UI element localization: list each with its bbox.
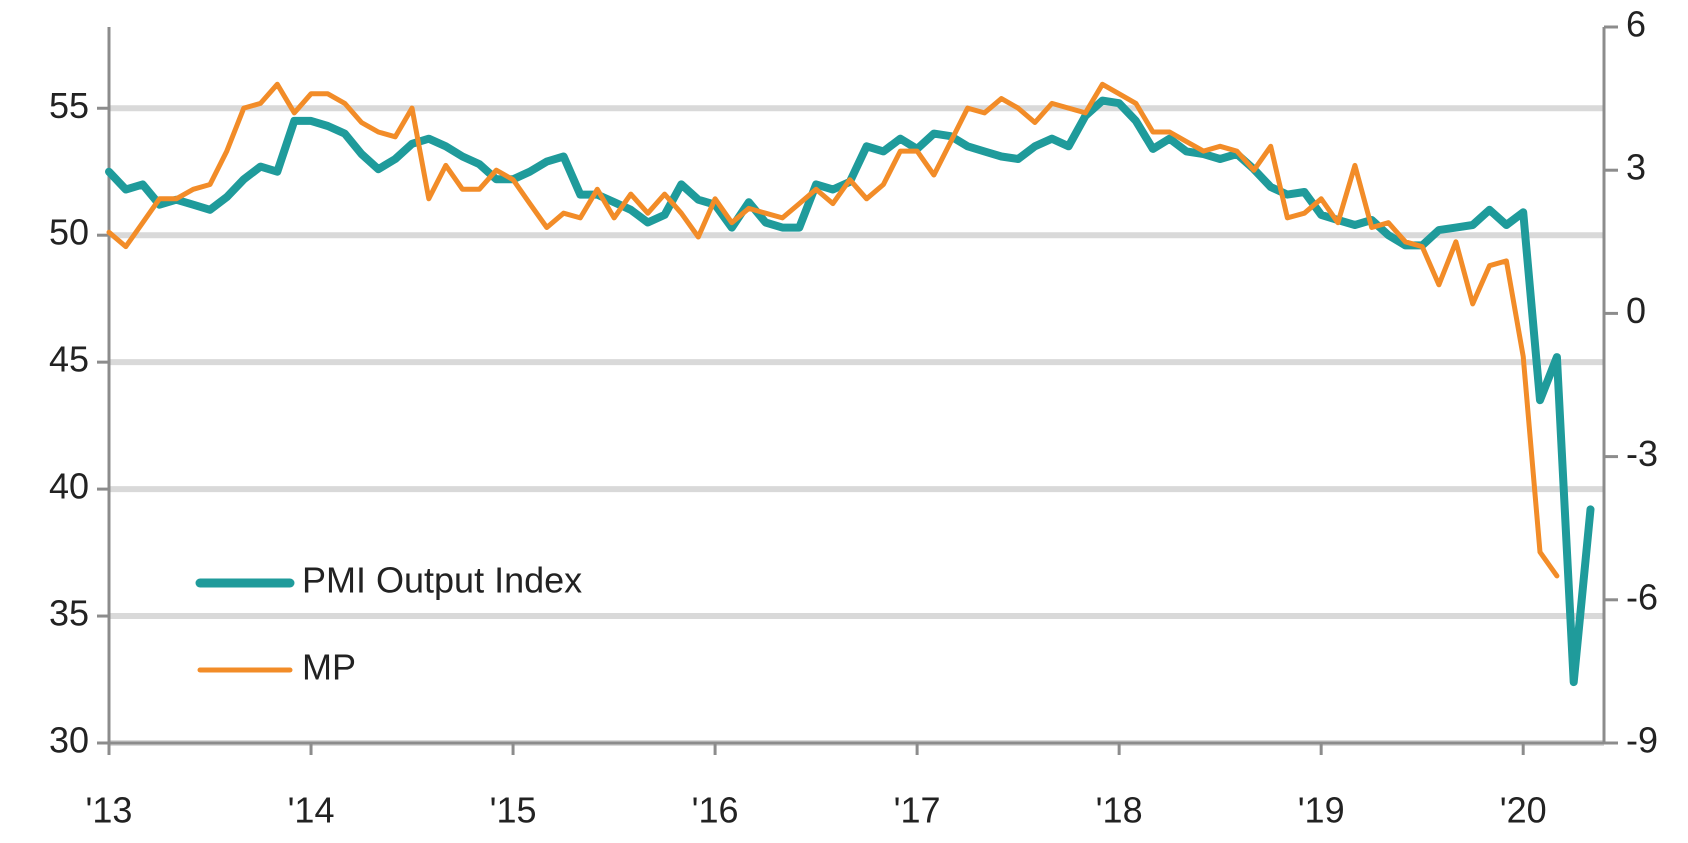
legend-label: PMI Output Index <box>302 560 582 601</box>
y2-tick-label: -9 <box>1626 720 1658 761</box>
x-tick-label: '18 <box>1096 790 1143 831</box>
y-tick-label: 35 <box>49 593 89 634</box>
y2-tick-label: -3 <box>1626 433 1658 474</box>
x-tick-label: '13 <box>86 790 133 831</box>
x-tick-label: '14 <box>288 790 335 831</box>
x-tick-label: '19 <box>1298 790 1345 831</box>
y-tick-label: 30 <box>49 720 89 761</box>
y-tick-label: 40 <box>49 466 89 507</box>
x-tick-label: '17 <box>894 790 941 831</box>
y-tick-label: 50 <box>49 212 89 253</box>
y2-tick-label: -6 <box>1626 576 1658 617</box>
legend-label: MP <box>302 647 356 688</box>
x-tick-label: '16 <box>692 790 739 831</box>
series-line <box>106 81 1560 579</box>
y2-tick-label: 6 <box>1626 4 1646 45</box>
x-tick-label: '20 <box>1500 790 1547 831</box>
x-tick-label: '15 <box>490 790 537 831</box>
y2-tick-label: 0 <box>1626 290 1646 331</box>
y-tick-label: 55 <box>49 85 89 126</box>
y2-tick-label: 3 <box>1626 147 1646 188</box>
y-tick-label: 45 <box>49 339 89 380</box>
